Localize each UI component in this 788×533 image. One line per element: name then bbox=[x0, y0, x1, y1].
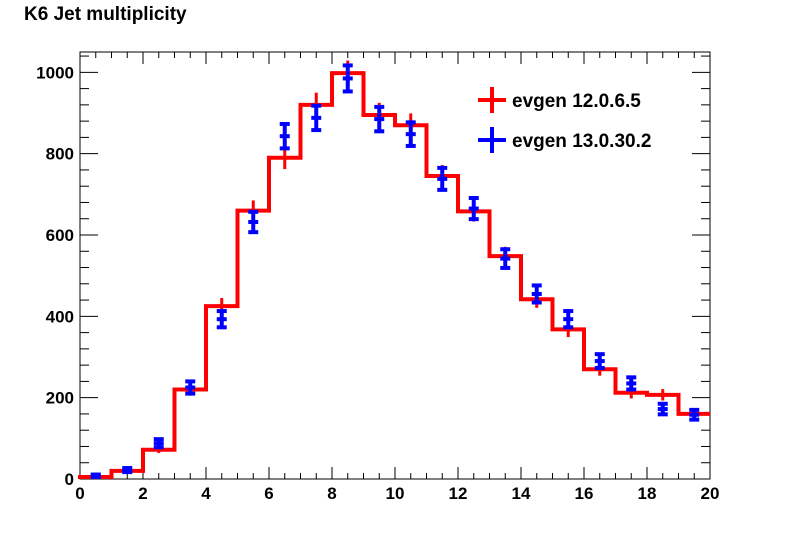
y-tick-label: 200 bbox=[46, 389, 74, 408]
blue-point bbox=[153, 437, 164, 450]
blue-point bbox=[594, 352, 605, 370]
blue-point bbox=[468, 195, 479, 222]
axis-ticks bbox=[79, 52, 711, 480]
blue-point bbox=[311, 103, 322, 133]
x-tick-label: 4 bbox=[201, 484, 211, 503]
x-tick-label: 20 bbox=[701, 484, 720, 503]
blue-point bbox=[90, 472, 101, 479]
blue-point bbox=[563, 309, 574, 330]
red-histogram-line bbox=[78, 71, 710, 479]
y-tick-label: 600 bbox=[46, 226, 74, 245]
y-tick-label: 400 bbox=[46, 307, 74, 326]
x-tick-label: 8 bbox=[327, 484, 336, 503]
x-tick-label: 0 bbox=[75, 484, 84, 503]
series-evgen-13 bbox=[90, 63, 700, 479]
blue-point bbox=[122, 466, 133, 475]
x-tick-label: 12 bbox=[449, 484, 468, 503]
blue-point bbox=[437, 165, 448, 192]
y-tick-label: 800 bbox=[46, 145, 74, 164]
chart-title: K6 Jet multiplicity bbox=[24, 4, 187, 25]
legend-entry-red: evgen 12.0.6.5 bbox=[478, 87, 641, 113]
legend-label-blue: evgen 13.0.30.2 bbox=[512, 131, 651, 152]
blue-point bbox=[500, 247, 511, 270]
blue-point bbox=[216, 309, 227, 330]
x-tick-label: 14 bbox=[512, 484, 531, 503]
blue-point bbox=[531, 283, 542, 305]
blue-point bbox=[374, 104, 385, 134]
legend-label-red: evgen 12.0.6.5 bbox=[512, 91, 641, 112]
blue-point bbox=[689, 407, 700, 422]
x-tick-label: 10 bbox=[386, 484, 405, 503]
blue-point bbox=[342, 63, 353, 94]
blue-point bbox=[185, 379, 196, 396]
blue-point bbox=[279, 121, 290, 151]
y-tick-label: 1000 bbox=[36, 63, 74, 82]
blue-point bbox=[626, 375, 637, 392]
series-evgen-12 bbox=[78, 60, 710, 479]
x-tick-label: 2 bbox=[138, 484, 147, 503]
legend-entry-blue: evgen 13.0.30.2 bbox=[478, 127, 651, 153]
blue-point bbox=[248, 209, 259, 235]
y-tick-label: 0 bbox=[65, 470, 74, 489]
legend: evgen 12.0.6.5 evgen 13.0.30.2 bbox=[478, 87, 651, 153]
x-tick-label: 16 bbox=[575, 484, 594, 503]
x-tick-label: 6 bbox=[264, 484, 273, 503]
x-tick-label: 18 bbox=[638, 484, 657, 503]
blue-point bbox=[405, 120, 416, 148]
blue-point bbox=[657, 401, 668, 417]
